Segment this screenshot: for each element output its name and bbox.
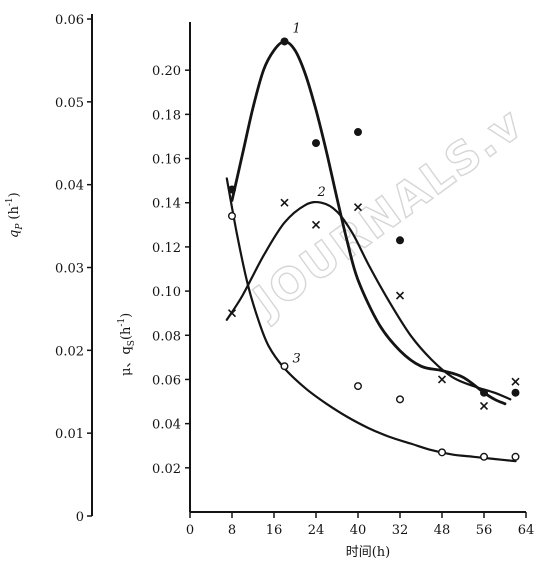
series-curves [225,40,517,463]
right-axis-title-unit: (h [119,326,134,340]
series-2-line [225,200,512,401]
series-1-point [511,388,520,397]
series-labels: 1 2 3 [293,21,326,366]
x-axis-title: 时间(h) [346,545,391,560]
right-axis-title: μ、qS(h-1) [117,313,137,376]
series-2-point [280,198,289,207]
series-3-point [511,452,520,461]
cross-stroke [227,309,237,318]
right-axis-tick-label: 0.18 [152,108,181,123]
left-axis-ticks: 0 0.01 0.02 0.03 0.04 0.05 0.06 [55,13,92,525]
series-1-point [354,128,362,137]
series-3-label: 3 [293,351,301,366]
series-3-point [354,382,363,391]
x-axis-tick-label: 8 [228,523,236,538]
right-axis-tick-label: 0.10 [152,285,181,300]
left-axis-title: qP (h-1) [5,192,25,238]
x-axis-tick-label: 24 [308,523,325,538]
right-axis-title-sub: S [127,340,137,346]
watermark: JOURNALS.v [242,98,533,329]
cross-stroke [511,377,520,386]
x-axis-tick-label: 48 [434,523,451,538]
x-axis-tick-label: 56 [476,523,493,538]
series-1-label: 1 [293,21,301,36]
right-axis-ticks: 0.02 0.04 0.06 0.08 0.10 0.12 0.14 0.16 0.18 0.20 [152,64,190,477]
cross-stroke [311,220,321,229]
series-1-point [480,388,488,397]
series-3-point [227,211,236,220]
x-axis-tick-label: 64 [518,523,535,538]
cross-stroke [395,291,405,300]
right-axis-tick-label: 0.08 [152,329,181,344]
left-axis-tick-label: 0.06 [55,13,84,28]
series-markers [227,37,520,461]
series-1-point [228,185,236,194]
left-axis-tick-label: 0.05 [55,96,84,111]
right-axis-title-close: ) [119,313,134,318]
right-axis-title-main: μ、q [119,346,134,376]
left-axis-title-unit: (h [7,206,22,220]
left-axis-tick-label: 0.02 [55,344,84,359]
series-2-point [353,203,363,212]
right-axis-tick-label: 0.16 [152,153,181,168]
right-axis-title-exp: -1 [117,318,127,327]
right-axis-tick-label: 0.02 [152,462,181,477]
series-3-point [396,395,405,404]
left-axis-title-sub: P [15,223,25,231]
series-2-point [395,291,405,300]
series-1-point [312,139,320,148]
cross-stroke [479,401,489,411]
series-2-point [311,220,321,229]
series-2-point [479,401,489,411]
right-axis-tick-label: 0.06 [152,373,181,388]
x-axis-tick-label: 32 [392,523,409,538]
series-3-point [280,362,289,371]
cross-stroke [437,375,447,384]
x-axis-ticks: 0 8 16 24 40 32 48 56 64 [186,512,534,538]
x-axis-tick-label: 0 [186,523,194,538]
left-axis-tick-label: 0.01 [55,427,84,442]
right-axis-tick-label: 0.04 [152,418,181,433]
series-2-point [437,375,447,384]
left-axis-tick-label: 0.03 [55,262,84,277]
right-axis-tick-label: 0.20 [152,64,181,79]
series-3-point [438,448,447,457]
series-2-point [227,309,237,318]
cross-stroke [280,198,289,207]
x-axis-tick-label: 40 [350,523,367,538]
series-2-label: 2 [317,185,326,200]
right-axis-tick-label: 0.14 [152,197,181,212]
series-2-point [511,377,520,386]
cross-stroke [353,203,363,212]
left-axis-title-symbol: q [7,230,22,238]
left-axis-tick-label: 0.04 [55,179,84,194]
x-axis-tick-label: 16 [266,523,283,538]
left-axis-title-close: ) [7,192,22,197]
series-1-point [280,37,289,46]
left-axis-title-exp: -1 [5,197,15,206]
right-axis-tick-label: 0.12 [152,241,181,256]
series-3-point [480,452,489,461]
series-3-line [225,177,517,463]
series-1-point [396,236,404,245]
left-axis-tick-label: 0 [76,510,84,525]
series-1-line [230,40,507,406]
